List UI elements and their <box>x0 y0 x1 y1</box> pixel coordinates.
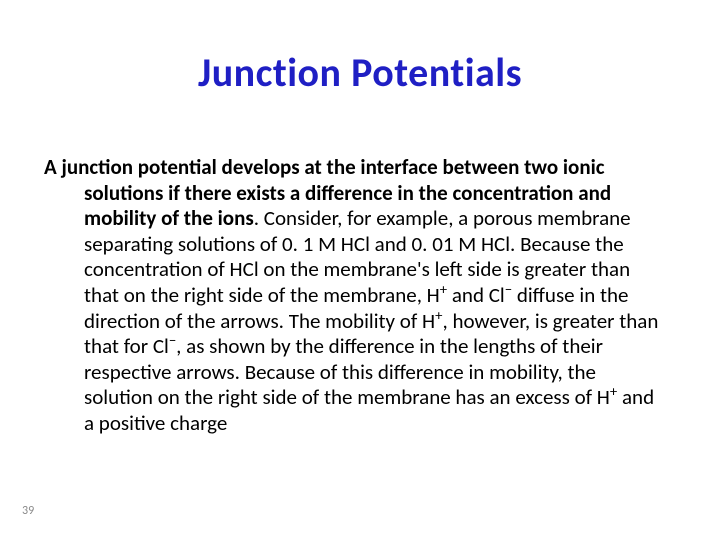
slide-title: Junction Potentials <box>0 48 720 97</box>
body-rest: . Consider, for example, a porous membra… <box>84 205 658 436</box>
page-number: 39 <box>22 504 34 518</box>
body-paragraph: A junction potential develops at the int… <box>44 155 668 437</box>
slide: Junction Potentials A junction potential… <box>0 0 720 540</box>
